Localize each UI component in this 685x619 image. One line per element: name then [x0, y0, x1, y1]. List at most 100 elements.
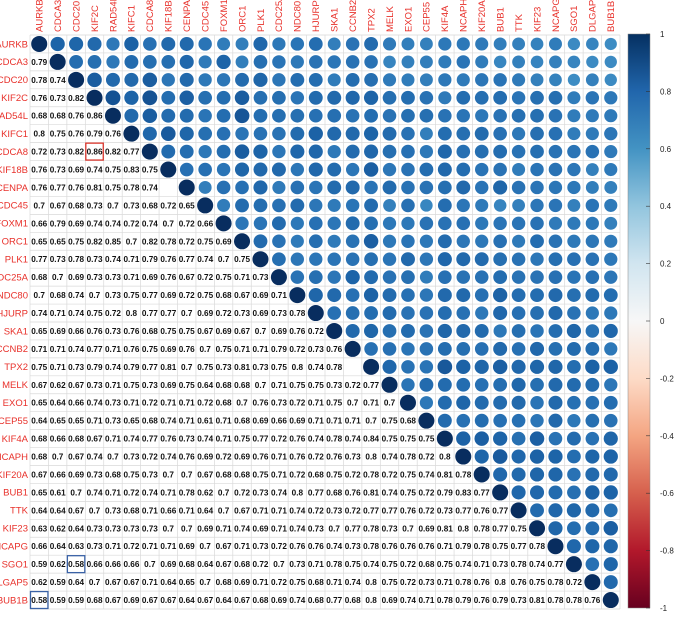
- corr-value-label: 0.67: [142, 596, 158, 605]
- corr-circle: [308, 270, 323, 285]
- corr-value-label: 0.74: [197, 255, 213, 264]
- corr-value-label: 0.78: [566, 596, 582, 605]
- corr-value-label: 0.65: [31, 237, 47, 246]
- corr-circle: [345, 55, 360, 69]
- corr-circle: [567, 180, 581, 195]
- corr-circle: [382, 180, 397, 195]
- corr-circle: [567, 359, 581, 374]
- corr-circle: [381, 376, 398, 393]
- corr-value-label: 0.71: [271, 453, 287, 462]
- corr-circle: [567, 198, 581, 212]
- corr-value-label: 0.66: [160, 506, 176, 515]
- corr-circle: [604, 270, 618, 284]
- corr-circle: [493, 305, 508, 321]
- corr-circle: [363, 126, 379, 141]
- corr-value-label: 0.78: [529, 542, 545, 551]
- corr-circle: [216, 90, 231, 105]
- corr-value-label: 0.68: [308, 470, 324, 479]
- colorbar-tick-label: -1: [660, 604, 668, 613]
- corr-value-label: 0.73: [105, 273, 121, 282]
- corr-circle: [327, 126, 342, 141]
- corr-circle: [419, 234, 434, 248]
- corr-circle: [401, 126, 415, 141]
- corr-circle: [456, 73, 470, 87]
- corr-circle: [456, 109, 470, 123]
- corr-value-label: 0.79: [87, 130, 103, 139]
- corr-value-label: 0.7: [347, 399, 359, 408]
- corr-value-label: 0.76: [160, 255, 176, 264]
- corr-circle: [585, 395, 600, 410]
- corr-circle: [309, 198, 323, 213]
- corr-value-label: 0.73: [50, 166, 66, 175]
- corr-circle: [382, 90, 397, 105]
- corr-value-label: 0.72: [234, 488, 250, 497]
- corr-circle: [106, 37, 120, 51]
- corr-circle: [585, 216, 599, 230]
- corr-value-label: 0.8: [494, 578, 506, 587]
- corr-circle: [604, 73, 617, 87]
- corr-circle: [216, 108, 231, 123]
- corr-value-label: 0.67: [179, 273, 195, 282]
- corr-value-label: 0.7: [52, 453, 64, 462]
- corr-circle: [511, 252, 526, 266]
- corr-circle: [401, 162, 415, 177]
- corr-circle: [345, 90, 360, 105]
- corr-circle: [401, 270, 415, 285]
- corr-circle: [141, 143, 158, 160]
- column-label: PLK1: [256, 9, 267, 32]
- corr-circle: [604, 216, 618, 230]
- corr-value-label: 0.71: [271, 470, 287, 479]
- corr-circle: [31, 35, 48, 52]
- corr-circle: [585, 539, 600, 554]
- corr-value-label: 0.66: [271, 417, 287, 426]
- corr-circle: [290, 108, 305, 123]
- corr-circle: [143, 37, 157, 51]
- corr-value-label: 0.67: [197, 596, 213, 605]
- corr-value-label: 0.69: [160, 560, 176, 569]
- corr-circle: [363, 234, 379, 249]
- corr-circle: [567, 449, 581, 464]
- corr-value-label: 0.76: [87, 327, 103, 336]
- column-label: NCAPG: [551, 0, 562, 32]
- corr-value-label: 0.76: [160, 435, 176, 444]
- corr-circle: [585, 342, 600, 356]
- corr-circle: [326, 322, 343, 339]
- corr-value-label: 0.77: [160, 309, 176, 318]
- corr-value-label: 0.71: [31, 345, 47, 354]
- corr-value-label: 0.73: [289, 560, 305, 569]
- corr-circle: [401, 216, 415, 230]
- corr-value-label: 0.71: [87, 417, 103, 426]
- corr-value-label: 0.75: [529, 578, 545, 587]
- corr-circle: [585, 144, 600, 159]
- corr-circle: [419, 360, 434, 374]
- corr-value-label: 0.75: [437, 560, 453, 569]
- column-label: CCNB2: [348, 0, 359, 32]
- corr-value-label: 0.74: [87, 219, 103, 228]
- corr-circle: [530, 324, 544, 338]
- corr-circle: [585, 288, 600, 303]
- corr-value-label: 0.71: [216, 435, 232, 444]
- corr-circle: [567, 252, 581, 267]
- corr-circle: [586, 37, 599, 51]
- corr-value-label: 0.71: [326, 417, 342, 426]
- corr-circle: [456, 377, 471, 392]
- corr-circle: [604, 413, 618, 428]
- corr-value-label: 0.74: [142, 488, 158, 497]
- corr-circle: [272, 144, 286, 159]
- corr-value-label: 0.77: [31, 255, 47, 264]
- corr-value-label: 0.74: [142, 219, 158, 228]
- corr-value-label: 0.75: [160, 327, 176, 336]
- corr-value-label: 0.78: [474, 524, 490, 533]
- corr-circle: [456, 234, 470, 248]
- corr-circle: [437, 180, 452, 195]
- corr-value-label: 0.81: [234, 363, 250, 372]
- corr-circle: [530, 108, 544, 123]
- corr-circle: [49, 53, 66, 70]
- corr-value-label: 0.59: [68, 596, 84, 605]
- corr-circle: [401, 378, 415, 392]
- corr-value-label: 0.71: [216, 417, 232, 426]
- corr-circle: [198, 90, 213, 105]
- corr-circle: [327, 270, 341, 284]
- corr-value-label: 0.77: [492, 506, 508, 515]
- corr-circle: [124, 108, 139, 123]
